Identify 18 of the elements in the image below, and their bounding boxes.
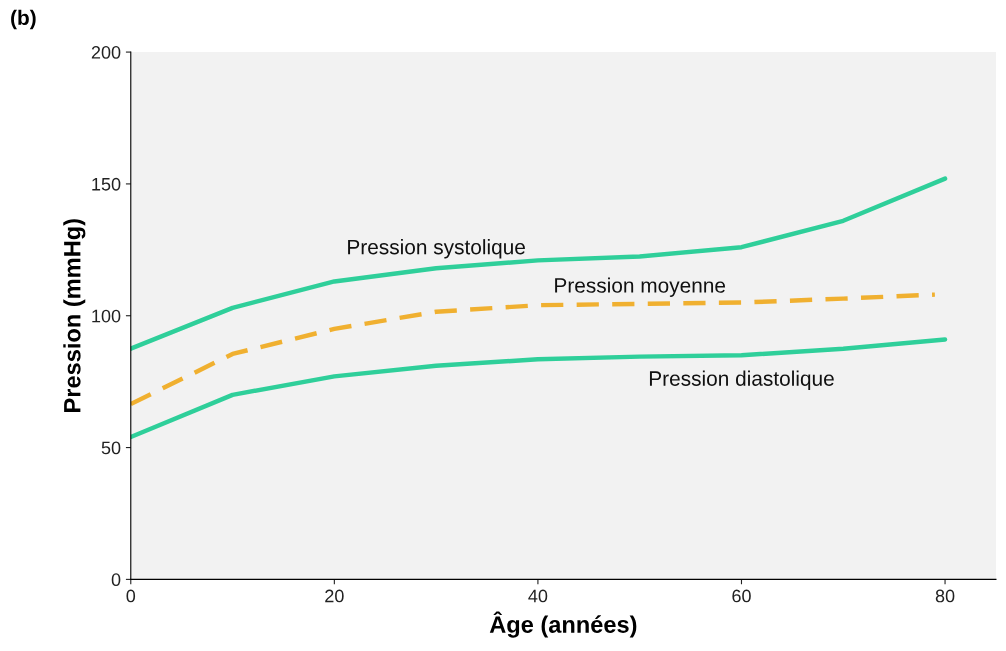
line-series [130,176,948,351]
y-tick-label: 0 [111,573,121,587]
x-axis-title: Âge (années) [489,611,637,638]
text: (b) [11,9,36,30]
y-tick-label: 100 [92,309,121,323]
y-tick-label: 200 [91,46,121,59]
series-label: Pression systolique [348,239,525,259]
y-tick-label: 150 [92,177,121,191]
line-series [130,337,948,440]
x-tick-label: 0 [126,589,136,603]
x-tick-label: 60 [732,589,751,603]
x-tick-label: 80 [935,589,955,603]
y-tick-label: 50 [101,441,121,455]
x-tick-label: 20 [325,589,344,603]
series-label: Pression diastolique [649,370,834,390]
y-axis-title: Pression (mmHg) [63,219,86,412]
x-tick-label: 40 [528,589,548,603]
series-label: Pression moyenne [555,277,726,297]
